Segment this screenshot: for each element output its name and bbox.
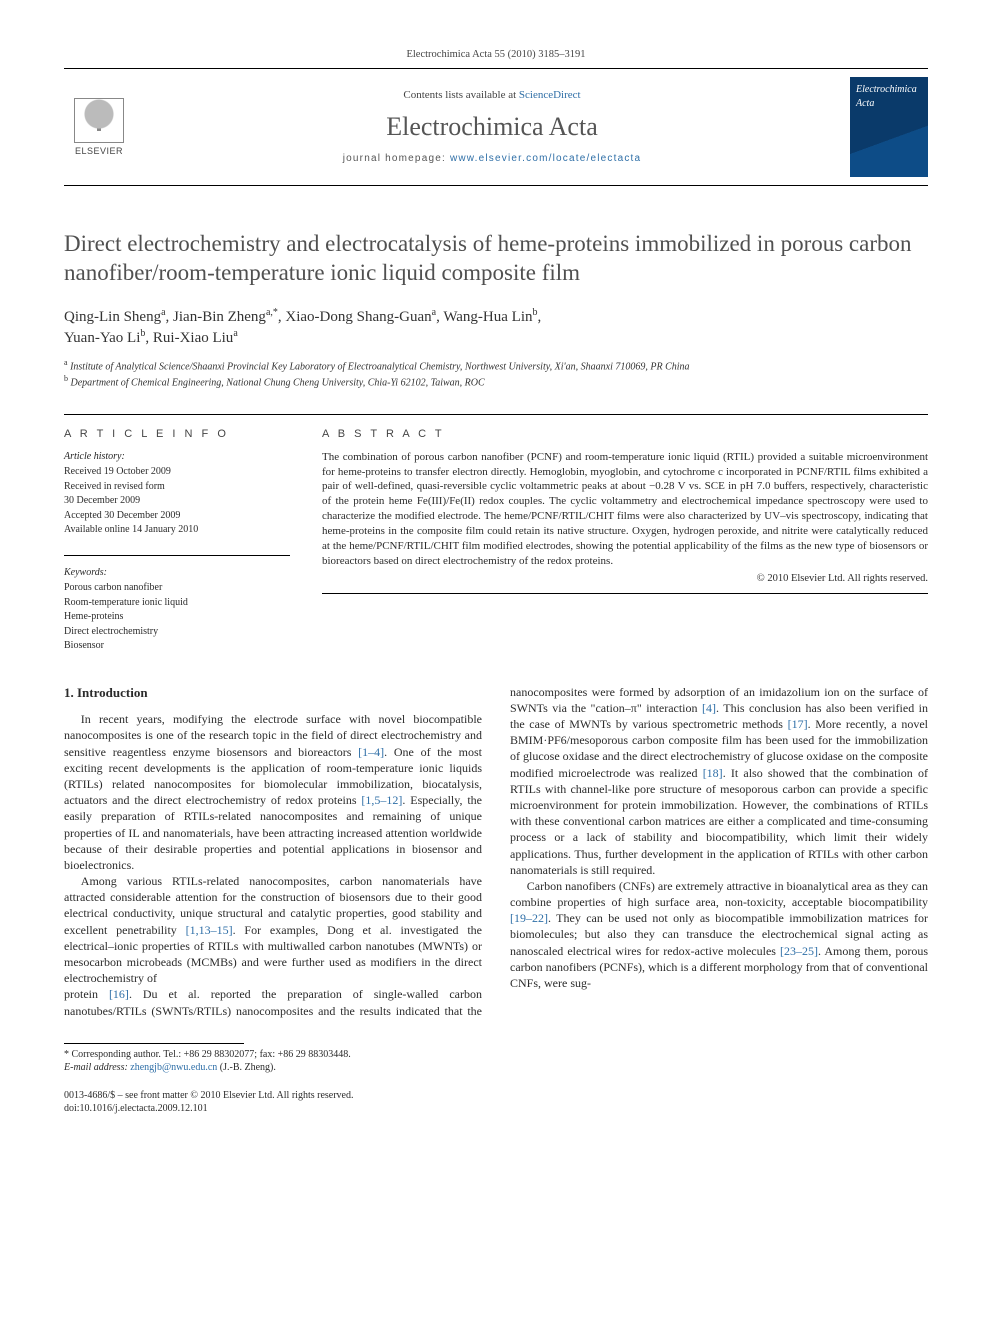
sciencedirect-link[interactable]: ScienceDirect <box>519 89 581 101</box>
author-aff: a <box>161 307 165 318</box>
author-name: Yuan-Yao Li <box>64 330 140 346</box>
available-prefix: Contents lists available at <box>403 89 518 101</box>
email-tail: (J.-B. Zheng). <box>217 1062 276 1073</box>
author: Wang-Hua Linb <box>443 309 537 325</box>
author-name: Xiao-Dong Shang-Guan <box>285 309 431 325</box>
author-aff: a <box>432 307 436 318</box>
aff-text: Institute of Analytical Science/Shaanxi … <box>70 362 689 373</box>
article-info-column: a r t i c l e i n f o Article history: R… <box>64 414 290 654</box>
paragraph: Among various RTILs-related nanocomposit… <box>64 873 482 986</box>
journal-homepage: journal homepage: www.elsevier.com/locat… <box>146 152 838 166</box>
history-line: 30 December 2009 <box>64 494 290 508</box>
author-name: Wang-Hua Lin <box>443 309 532 325</box>
cover-title: Electrochimica Acta <box>856 83 922 110</box>
aff-sup: b <box>64 374 68 383</box>
paragraph: In recent years, modifying the electrode… <box>64 711 482 873</box>
author-list: Qing-Lin Shenga, Jian-Bin Zhenga,*, Xiao… <box>64 306 928 349</box>
journal-name: Electrochimica Acta <box>146 109 838 144</box>
article-info-heading: a r t i c l e i n f o <box>64 427 290 442</box>
email-label: E-mail address: <box>64 1062 130 1073</box>
author-aff: a <box>233 328 237 339</box>
masthead: ELSEVIER Contents lists available at Sci… <box>64 68 928 186</box>
section-heading-intro: 1. Introduction <box>64 684 482 702</box>
publisher-logo: ELSEVIER <box>64 92 134 162</box>
body-text: 1. Introduction In recent years, modifyi… <box>64 684 928 1019</box>
corresponding-footnote: * Corresponding author. Tel.: +86 29 883… <box>64 1048 928 1075</box>
author: Qing-Lin Shenga <box>64 309 166 325</box>
aff-text: Department of Chemical Engineering, Nati… <box>71 377 485 388</box>
footnote-corr: Corresponding author. Tel.: +86 29 88302… <box>69 1049 351 1060</box>
keyword: Room-temperature ionic liquid <box>64 596 290 610</box>
history-line: Received 19 October 2009 <box>64 465 290 479</box>
history-line: Accepted 30 December 2009 <box>64 509 290 523</box>
keyword: Direct electrochemistry <box>64 625 290 639</box>
history-label: Article history: <box>64 450 290 464</box>
abstract-copyright: © 2010 Elsevier Ltd. All rights reserved… <box>322 572 928 586</box>
running-head: Electrochimica Acta 55 (2010) 3185–3191 <box>64 48 928 68</box>
author: Rui-Xiao Liua <box>153 330 238 346</box>
abstract-column: a b s t r a c t The combination of porou… <box>322 414 928 654</box>
email-link[interactable]: zhengjb@nwu.edu.cn <box>130 1062 217 1073</box>
keyword: Porous carbon nanofiber <box>64 581 290 595</box>
footnote-rule <box>64 1043 244 1044</box>
author-name: Qing-Lin Sheng <box>64 309 161 325</box>
author-name: Jian-Bin Zheng <box>173 309 266 325</box>
keyword: Heme-proteins <box>64 610 290 624</box>
aff-sup: a <box>64 358 68 367</box>
abstract-text: The combination of porous carbon nanofib… <box>322 450 928 569</box>
author: Jian-Bin Zhenga,* <box>173 309 278 325</box>
author-aff: b <box>140 328 145 339</box>
author-aff: b <box>533 307 538 318</box>
tree-icon <box>74 98 124 143</box>
keyword: Biosensor <box>64 639 290 653</box>
abstract-heading: a b s t r a c t <box>322 427 928 442</box>
issn-line: 0013-4686/$ – see front matter © 2010 El… <box>64 1089 928 1103</box>
keywords-label: Keywords: <box>64 566 290 580</box>
history-line: Available online 14 January 2010 <box>64 523 290 537</box>
author-aff: a,* <box>266 307 278 318</box>
paragraph: Carbon nanofibers (CNFs) are extremely a… <box>510 878 928 991</box>
journal-cover-thumbnail: Electrochimica Acta <box>850 77 928 177</box>
doi-line: doi:10.1016/j.electacta.2009.12.101 <box>64 1102 928 1116</box>
affiliations: a Institute of Analytical Science/Shaanx… <box>64 358 928 390</box>
history-line: Received in revised form <box>64 480 290 494</box>
author: Yuan-Yao Lib <box>64 330 145 346</box>
affiliation: a Institute of Analytical Science/Shaanx… <box>64 358 928 374</box>
homepage-url[interactable]: www.elsevier.com/locate/electacta <box>450 153 641 164</box>
homepage-prefix: journal homepage: <box>343 153 450 164</box>
author: Xiao-Dong Shang-Guana <box>285 309 436 325</box>
author-name: Rui-Xiao Liu <box>153 330 233 346</box>
article-title: Direct electrochemistry and electrocatal… <box>64 230 928 288</box>
publisher-name: ELSEVIER <box>75 145 123 157</box>
rule <box>322 593 928 594</box>
copyright-block: 0013-4686/$ – see front matter © 2010 El… <box>64 1089 928 1116</box>
affiliation: b Department of Chemical Engineering, Na… <box>64 374 928 390</box>
contents-available: Contents lists available at ScienceDirec… <box>146 88 838 103</box>
